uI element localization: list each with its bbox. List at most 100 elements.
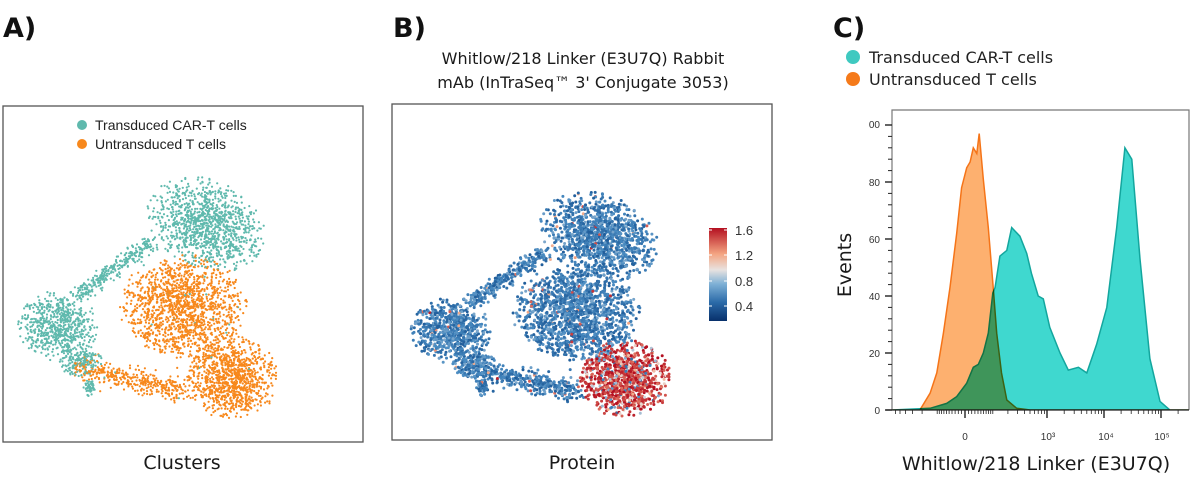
scatter-point: [228, 356, 231, 359]
scatter-point: [243, 206, 246, 210]
scatter-point: [85, 379, 89, 382]
scatter-point: [181, 333, 184, 336]
scatter-point: [254, 378, 258, 381]
scatter-point: [208, 282, 211, 285]
scatter-point: [193, 371, 196, 374]
scatter-point: [49, 330, 52, 333]
scatter-point: [218, 387, 221, 390]
scatter-point: [211, 392, 214, 395]
scatter-point: [78, 296, 81, 299]
scatter-point: [198, 371, 201, 374]
scatter-point: [40, 339, 44, 342]
scatter-point: [84, 347, 87, 350]
scatter-point: [256, 403, 259, 406]
scatter-point: [218, 221, 221, 224]
scatter-point: [237, 343, 241, 346]
scatter-point: [197, 316, 200, 319]
scatter-point: [203, 196, 206, 199]
scatter-point: [200, 258, 203, 262]
scatter-point: [164, 268, 167, 271]
scatter-point: [244, 408, 248, 411]
scatter-point: [183, 345, 186, 348]
scatter-point: [185, 321, 189, 324]
scatter-point: [172, 235, 176, 238]
scatter-point: [210, 221, 213, 224]
scatter-point: [173, 295, 176, 298]
scatter-point: [112, 367, 115, 370]
scatter-point: [168, 324, 171, 327]
scatter-point: [161, 323, 164, 326]
scatter-point: [224, 394, 227, 397]
scatter-point: [252, 218, 255, 221]
scatter-point: [222, 391, 225, 394]
scatter-point: [169, 240, 172, 243]
scatter-point: [181, 389, 184, 392]
scatter-point: [200, 315, 203, 318]
scatter-point: [57, 324, 60, 327]
scatter-point: [243, 408, 246, 411]
scatter-point: [206, 276, 209, 279]
scatter-point: [63, 312, 66, 315]
scatter-point: [197, 344, 201, 347]
scatter-point: [118, 271, 121, 274]
scatter-point: [227, 229, 230, 232]
scatter-point: [192, 203, 195, 206]
scatter-point: [167, 225, 170, 228]
scatter-point: [238, 393, 241, 396]
scatter-point: [149, 324, 152, 328]
scatter-point: [181, 216, 184, 219]
scatter-point: [69, 373, 72, 376]
scatter-point: [70, 349, 73, 352]
scatter-point: [190, 273, 193, 277]
scatter-point: [174, 381, 177, 384]
scatter-point: [274, 371, 278, 374]
scatter-point: [196, 326, 200, 329]
scatter-point: [235, 380, 239, 383]
scatter-point: [230, 341, 233, 344]
scatter-point: [210, 278, 213, 282]
scatter-point: [166, 191, 169, 194]
scatter-point: [228, 402, 231, 405]
scatter-point: [208, 298, 212, 301]
scatter-point: [253, 254, 256, 257]
scatter-point: [104, 265, 107, 268]
scatter-point: [34, 303, 37, 306]
scatter-point: [178, 302, 181, 305]
scatter-point: [191, 254, 194, 257]
scatter-point: [86, 394, 89, 397]
scatter-point: [223, 359, 226, 362]
scatter-point: [247, 403, 250, 406]
scatter-point: [80, 346, 83, 350]
scatter-point: [211, 204, 214, 207]
scatter-point: [142, 274, 145, 277]
scatter-point: [131, 380, 134, 383]
scatter-point: [114, 269, 117, 272]
scatter-point: [240, 408, 243, 411]
scatter-point: [193, 357, 196, 360]
scatter-point: [72, 292, 75, 296]
scatter-point: [274, 365, 278, 368]
scatter-point: [173, 345, 176, 348]
scatter-point: [112, 279, 115, 282]
scatter-point: [211, 220, 215, 223]
scatter-point: [192, 228, 195, 231]
scatter-point: [200, 327, 203, 330]
scatter-point: [29, 330, 32, 333]
scatter-point: [165, 260, 168, 263]
scatter-point: [238, 253, 241, 256]
scatter-point: [271, 384, 274, 387]
scatter-point: [216, 220, 219, 223]
scatter-point: [258, 352, 261, 355]
scatter-point: [218, 384, 221, 387]
scatter-point: [250, 250, 253, 253]
scatter-point: [158, 306, 161, 309]
scatter-point: [178, 290, 181, 293]
scatter-point: [222, 299, 225, 302]
scatter-point: [74, 359, 77, 362]
scatter-point: [203, 348, 206, 351]
scatter-point: [203, 278, 206, 281]
scatter-point: [179, 311, 182, 314]
scatter-point: [240, 367, 244, 370]
scatter-point: [60, 308, 63, 312]
scatter-point: [87, 318, 90, 321]
